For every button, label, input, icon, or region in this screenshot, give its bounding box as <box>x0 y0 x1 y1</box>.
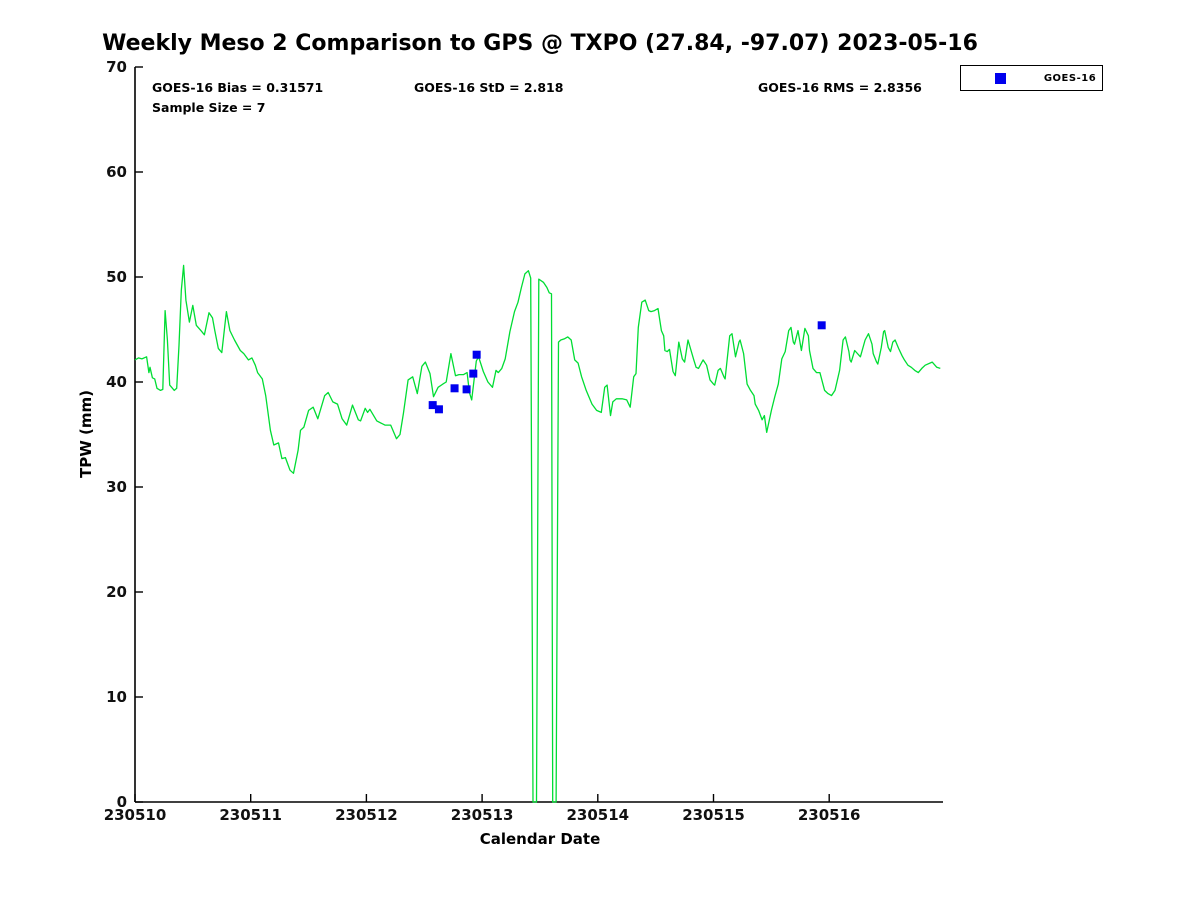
goes16-marker <box>434 405 443 414</box>
y-tick-label: 20 <box>106 583 127 601</box>
gps-tpw-line <box>134 264 941 803</box>
y-tick-label: 30 <box>106 478 127 496</box>
x-tick-label: 230514 <box>566 806 629 824</box>
x-tick-label: 230510 <box>104 806 167 824</box>
x-tick-label: 230516 <box>798 806 861 824</box>
stat-bias: GOES-16 Bias = 0.31571 <box>152 80 324 95</box>
y-tick-label: 40 <box>106 373 127 391</box>
stat-rms: GOES-16 RMS = 2.8356 <box>758 80 922 95</box>
goes16-marker <box>469 369 478 378</box>
x-tick-label: 230513 <box>451 806 514 824</box>
x-tick-label: 230511 <box>219 806 282 824</box>
x-tick-label: 230515 <box>682 806 745 824</box>
goes16-marker <box>450 384 459 393</box>
y-tick-label: 0 <box>117 793 127 811</box>
stat-std: GOES-16 StD = 2.818 <box>414 80 564 95</box>
chart-title: Weekly Meso 2 Comparison to GPS @ TXPO (… <box>102 31 978 56</box>
y-tick-label: 60 <box>106 163 127 181</box>
x-axis-label: Calendar Date <box>479 830 601 848</box>
legend: GOES-16 <box>960 65 1103 91</box>
goes16-marker <box>472 350 481 359</box>
y-tick-label: 10 <box>106 688 127 706</box>
x-tick-label: 230512 <box>335 806 398 824</box>
y-tick-label: 70 <box>106 58 127 76</box>
y-axis-label: TPW (mm) <box>77 390 95 478</box>
legend-label: GOES-16 <box>1043 73 1097 84</box>
y-tick-label: 50 <box>106 268 127 286</box>
goes16-marker <box>428 401 437 410</box>
stat-sample-size: Sample Size = 7 <box>152 100 266 115</box>
goes16-marker <box>817 321 826 330</box>
goes16-marker <box>462 385 471 394</box>
legend-square-marker-icon <box>995 73 1006 84</box>
